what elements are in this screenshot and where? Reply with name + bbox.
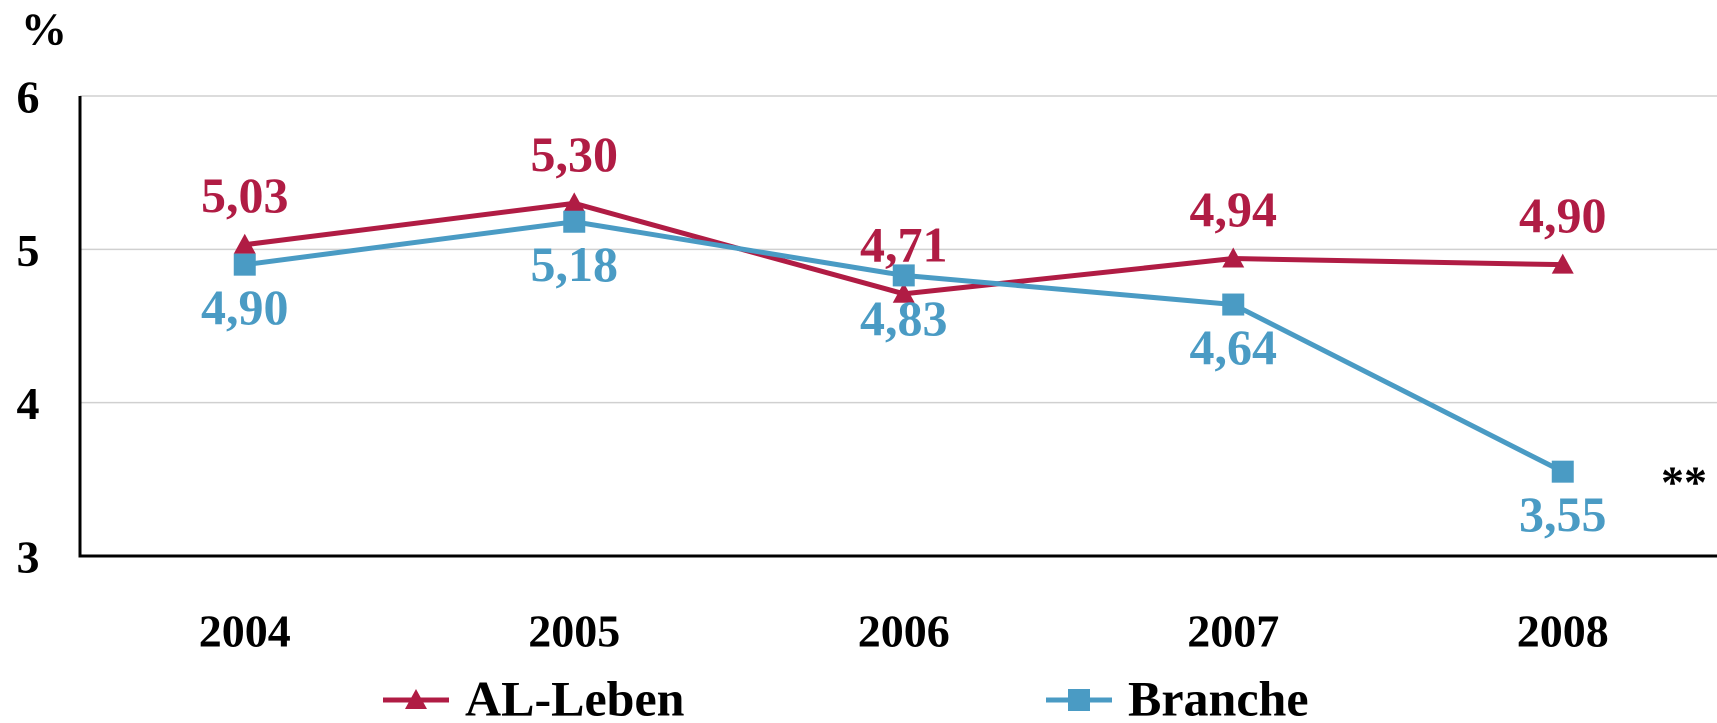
y-tick-label: 4 [17, 378, 40, 429]
data-label: 4,90 [201, 279, 289, 335]
x-tick-label: 2004 [199, 606, 291, 657]
x-tick-label: 2005 [528, 606, 620, 657]
x-tick-label: 2007 [1187, 606, 1279, 657]
marker [1068, 689, 1090, 711]
data-label: 4,71 [860, 216, 948, 272]
legend-label: AL-Leben [465, 670, 685, 723]
data-label: 4,83 [860, 290, 948, 346]
data-label: 5,18 [531, 236, 619, 292]
marker [233, 233, 256, 254]
y-axis-label: % [21, 4, 67, 55]
marker [405, 689, 427, 709]
x-tick-label: 2008 [1517, 606, 1609, 657]
marker [563, 210, 586, 233]
y-tick-label: 5 [17, 225, 40, 276]
marker [233, 253, 256, 276]
marker [1222, 247, 1245, 268]
legend-label: Branche [1128, 670, 1309, 723]
marker [892, 282, 915, 303]
data-label: 5,30 [531, 126, 619, 182]
marker [563, 192, 586, 213]
data-label: 3,55 [1519, 486, 1607, 542]
data-label: 4,90 [1519, 187, 1607, 243]
marker [1551, 460, 1574, 483]
marker [1222, 293, 1245, 316]
x-tick-label: 2006 [858, 606, 950, 657]
marker [1551, 253, 1574, 274]
marker [892, 264, 915, 287]
data-label: 4,64 [1190, 319, 1278, 375]
data-label: 4,94 [1190, 181, 1278, 237]
y-tick-label: 3 [17, 532, 40, 583]
data-label: 5,03 [201, 167, 289, 223]
annotation: ** [1661, 457, 1707, 508]
y-tick-label: 6 [17, 72, 40, 123]
